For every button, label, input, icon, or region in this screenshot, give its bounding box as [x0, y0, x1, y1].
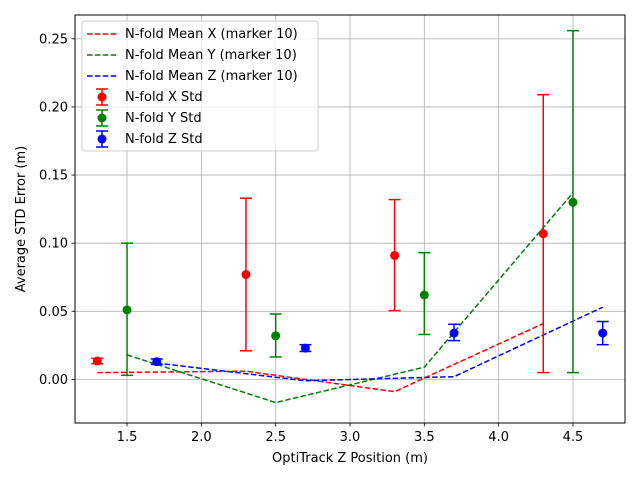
legend-label-mean-x: N-fold Mean X (marker 10) [125, 27, 298, 42]
x-tick-label: 2.0 [191, 430, 212, 445]
x-tick-label: 3.5 [414, 430, 435, 445]
x-tick-label: 4.5 [563, 430, 584, 445]
legend-swatch-std-x [96, 88, 108, 106]
legend-label-mean-z: N-fold Mean Z (marker 10) [125, 69, 298, 84]
mean-line-y [126, 192, 574, 404]
std-point-z [449, 328, 459, 338]
y-axis-ticks: 0.00 0.05 0.10 0.15 0.20 0.25 [39, 32, 75, 388]
std-point-x [92, 356, 102, 366]
mean-lines [97, 192, 604, 404]
x-tick-label: 4.0 [488, 430, 509, 445]
std-point-x [390, 250, 400, 260]
x-tick-label: 1.5 [117, 430, 138, 445]
y-tick-label: 0.15 [39, 169, 68, 184]
y-tick-label: 0.00 [39, 373, 68, 388]
legend-label-std-y: N-fold Y Std [125, 111, 202, 126]
std-point-y [271, 331, 281, 341]
x-axis-label: OptiTrack Z Position (m) [272, 451, 428, 466]
legend-swatch-std-z [96, 130, 108, 148]
std-point-z [598, 328, 608, 338]
std-point-y [122, 305, 132, 315]
std-point-y [568, 197, 578, 207]
std-point-x [241, 270, 251, 280]
legend-label-std-z: N-fold Z Std [125, 132, 203, 147]
legend-swatch-std-y [96, 109, 108, 127]
y-tick-label: 0.10 [39, 237, 68, 252]
legend-frame [81, 20, 319, 152]
std-point-z [152, 357, 162, 367]
std-point-x [538, 229, 548, 239]
std-point-z [300, 343, 310, 353]
x-tick-label: 3.0 [340, 430, 361, 445]
legend: N-fold Mean X (marker 10) N-fold Mean Y … [81, 20, 319, 152]
legend-label-std-x: N-fold X Std [125, 90, 203, 105]
mean-line-x [97, 322, 544, 393]
x-tick-label: 2.5 [265, 430, 286, 445]
y-tick-label: 0.20 [39, 100, 68, 115]
y-axis-label: Average STD Error (m) [14, 146, 29, 292]
std-point-y [419, 290, 429, 300]
y-tick-label: 0.05 [39, 305, 68, 320]
mean-line-z [156, 306, 604, 382]
legend-label-mean-y: N-fold Mean Y (marker 10) [125, 48, 297, 63]
error-bars [91, 29, 609, 377]
x-axis-ticks: 1.5 2.0 2.5 3.0 3.5 4.0 4.5 [117, 423, 584, 445]
y-tick-label: 0.25 [39, 32, 68, 47]
